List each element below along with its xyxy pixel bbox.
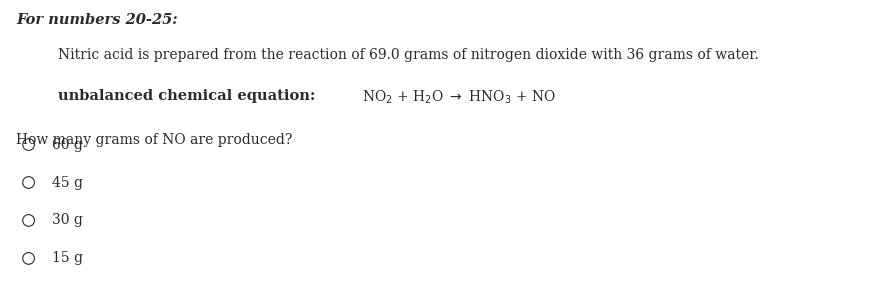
- Text: For numbers 20-25:: For numbers 20-25:: [16, 13, 178, 27]
- Text: 45 g: 45 g: [52, 175, 83, 190]
- Text: 60 g: 60 g: [52, 138, 83, 152]
- Text: 30 g: 30 g: [52, 213, 83, 227]
- Text: NO$_2$ + H$_2$O $\rightarrow$ HNO$_3$ + NO: NO$_2$ + H$_2$O $\rightarrow$ HNO$_3$ + …: [362, 89, 555, 107]
- Text: unbalanced chemical equation:: unbalanced chemical equation:: [58, 89, 315, 103]
- Text: 15 g: 15 g: [52, 251, 83, 265]
- Point: [21, 256, 36, 261]
- Point: [21, 218, 36, 223]
- Text: How many grams of NO are produced?: How many grams of NO are produced?: [16, 133, 292, 147]
- Point: [21, 142, 36, 147]
- Text: Nitric acid is prepared from the reaction of 69.0 grams of nitrogen dioxide with: Nitric acid is prepared from the reactio…: [58, 48, 759, 62]
- Point: [21, 180, 36, 185]
